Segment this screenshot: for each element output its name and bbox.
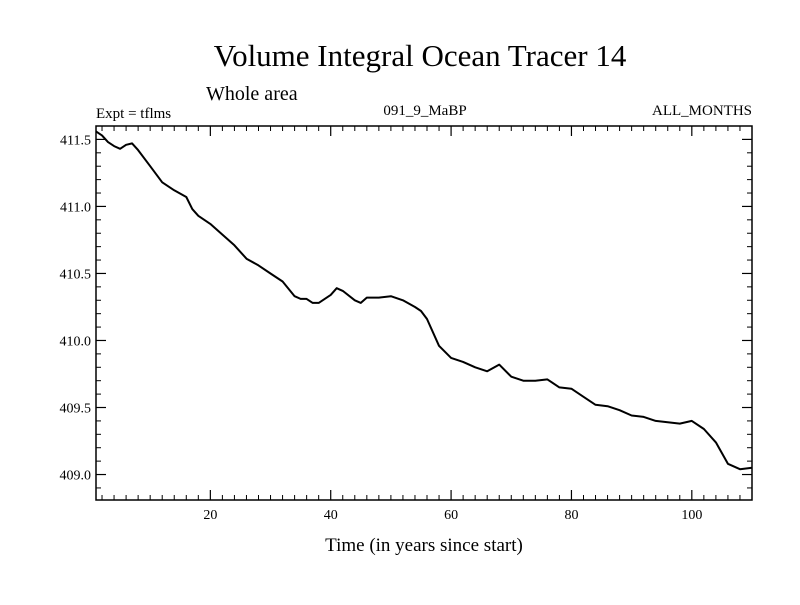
x-axis-label: Time (in years since start)	[325, 535, 523, 556]
y-tick-label: 409.5	[60, 402, 92, 417]
plot-frame	[95, 125, 753, 501]
x-tick-label: 60	[444, 508, 458, 523]
y-tick-label: 411.0	[60, 200, 91, 215]
header-right: ALL_MONTHS	[652, 103, 752, 119]
series-line	[95, 130, 753, 471]
header-left: Expt = tflms	[96, 106, 171, 122]
series-layer	[95, 130, 753, 471]
x-tick-label: 40	[324, 508, 338, 523]
y-tick-label: 411.5	[60, 133, 91, 148]
y-tick-label: 409.0	[60, 469, 92, 484]
x-tick-label: 100	[681, 508, 702, 523]
y-ticks: 409.0 409.5 410.0 410.5 411.0 411.5	[60, 125, 752, 489]
y-tick-label: 410.0	[60, 334, 92, 349]
chart-title: Volume Integral Ocean Tracer 14	[214, 38, 627, 73]
x-tick-label: 80	[564, 508, 578, 523]
chart-subtitle: Whole area	[206, 83, 298, 105]
x-ticks: 20 40 60 80 100	[101, 126, 753, 523]
x-tick-label: 20	[203, 508, 217, 523]
header-center: 091_9_MaBP	[383, 103, 466, 119]
y-tick-label: 410.5	[60, 267, 92, 282]
